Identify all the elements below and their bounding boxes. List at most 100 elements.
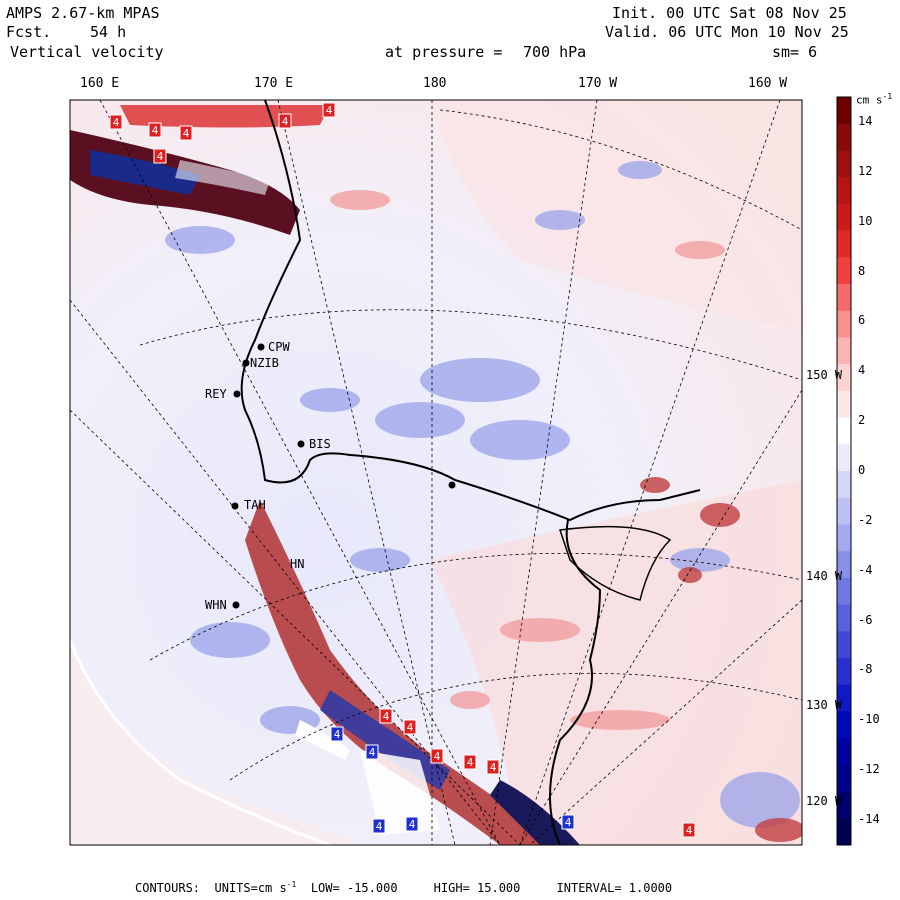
extrema-value: 4 [113, 116, 120, 129]
colorbar-swatch [837, 257, 851, 285]
colorbar-units-text: cm s [856, 93, 883, 107]
maximum-marker: 4 [463, 754, 477, 770]
colorbar-tick-label: 6 [858, 313, 866, 328]
maximum-marker: 4 [403, 719, 417, 735]
station-label-rey: REY [205, 387, 227, 401]
maximum-marker: 4 [179, 125, 193, 141]
colorbar-swatch [837, 337, 851, 365]
colorbar-tick-label: -14 [858, 812, 880, 827]
minimum-marker: 4 [372, 818, 386, 834]
minimum-marker: 4 [330, 726, 344, 742]
station-label-whn: WHN [205, 598, 227, 612]
model-title: AMPS 2.67-km MPAS [6, 4, 160, 22]
minimum-marker: 4 [561, 814, 575, 830]
colorbar-tick-label: 2 [858, 413, 866, 428]
colorbar-swatch [837, 658, 851, 686]
lon-label-180: 180 [423, 76, 447, 91]
station-label-cpw: CPW [268, 340, 290, 354]
lon-label-160w: 160 W [748, 76, 788, 91]
north-positive-region [430, 100, 802, 330]
colorbar-swatch [837, 604, 851, 632]
extrema-markers: 4 4 4 4 4 4 4 4 4 4 4 4 4 4 4 4 4 [109, 102, 696, 838]
footer-units-exp: -1 [286, 880, 297, 889]
footer-interval-label: INTERVAL= [556, 881, 622, 895]
colorbar-tick-label: -10 [858, 712, 880, 727]
colorbar-tick-label: 0 [858, 463, 866, 477]
colorbar-swatch [837, 711, 851, 739]
extrema-value: 4 [152, 124, 159, 137]
colorbar-swatch [837, 497, 851, 525]
extrema-value: 4 [183, 127, 190, 140]
maximum-marker: 4 [148, 122, 162, 138]
lat-lon-grid [70, 100, 802, 845]
colorbar-swatch [837, 417, 851, 445]
colorbar-swatch [837, 150, 851, 178]
colorbar-swatch [837, 230, 851, 258]
colorbar [837, 97, 851, 846]
colorbar-swatch [837, 791, 851, 819]
station-label-hn: HN [290, 557, 305, 571]
extrema-value: 4 [376, 820, 383, 833]
maximum-marker: 4 [486, 759, 500, 775]
extrema-value: 4 [407, 721, 414, 734]
maximum-marker: 4 [379, 708, 393, 724]
footer-low: -15.000 [346, 881, 398, 895]
extrema-value: 4 [467, 756, 474, 769]
colorbar-swatch [837, 123, 851, 151]
valid-time: Valid. 06 UTC Mon 10 Nov 25 [605, 23, 849, 41]
colorbar-frame [836, 96, 852, 846]
colorbar-swatch [837, 764, 851, 793]
footer-interval: 1.0000 [628, 881, 673, 895]
colorbar-swatch [837, 631, 851, 659]
lat-label-150w: 150 W [806, 368, 843, 382]
init-time: Init. 00 UTC Sat 08 Nov 25 [612, 4, 847, 22]
colorbar-swatch [837, 551, 851, 579]
pressure-value: 700 hPa [523, 43, 587, 61]
extrema-value: 4 [383, 710, 390, 723]
forecast-label: Fcst. [6, 23, 52, 41]
colorbar-units-exp: -1 [882, 92, 893, 101]
extrema-value: 4 [409, 818, 416, 831]
lon-label-170e: 170 E [254, 76, 294, 91]
map-frame [69, 99, 803, 846]
station-label-bis: BIS [309, 437, 331, 451]
colorbar-swatch [837, 364, 851, 392]
colorbar-tick-label: -2 [858, 512, 873, 527]
extrema-value: 4 [490, 761, 497, 774]
maximum-marker: 4 [682, 822, 696, 838]
colorbar-swatch [837, 203, 851, 232]
maximum-marker: 4 [153, 148, 167, 164]
domain-edge [70, 639, 331, 845]
maximum-marker: 4 [322, 102, 336, 118]
extrema-value: 4 [369, 746, 376, 759]
colorbar-swatch [837, 97, 851, 125]
colorbar-tick-label: -6 [858, 612, 873, 627]
smoothing-label: sm= 6 [772, 43, 818, 61]
transantarctic-wave-band-south [245, 500, 580, 845]
colorbar-swatch [837, 471, 851, 499]
colorbar-swatch [837, 577, 851, 606]
station-label-nzib: NZIB [250, 356, 279, 370]
colorbar-swatch [837, 390, 851, 419]
colorbar-tick-label: 10 [858, 213, 873, 228]
footer-high-label: HIGH= [433, 881, 470, 895]
extrema-value: 4 [434, 750, 441, 763]
field-name: Vertical velocity [10, 43, 164, 61]
colorbar-tick-label: 4 [858, 363, 866, 378]
contour-footer: CONTOURS: UNITS=cm s-1 LOW= -15.000 HIGH… [135, 880, 672, 895]
lon-label-160e: 160 E [80, 76, 120, 91]
coastline [240, 100, 701, 845]
colorbar-swatch [837, 524, 851, 552]
forecast-hour: 54 h [90, 23, 127, 41]
colorbar-swatch [837, 684, 851, 712]
extrema-value: 4 [282, 115, 289, 128]
extrema-value: 4 [565, 816, 572, 829]
lon-label-170w: 170 W [578, 76, 618, 91]
maximum-marker: 4 [430, 748, 444, 764]
extrema-value: 4 [334, 728, 341, 741]
colorbar-tick-label: 8 [858, 263, 866, 278]
colorbar-tick-label: 12 [858, 163, 873, 178]
colorbar-swatch [837, 818, 851, 846]
maximum-marker: 4 [109, 114, 123, 130]
